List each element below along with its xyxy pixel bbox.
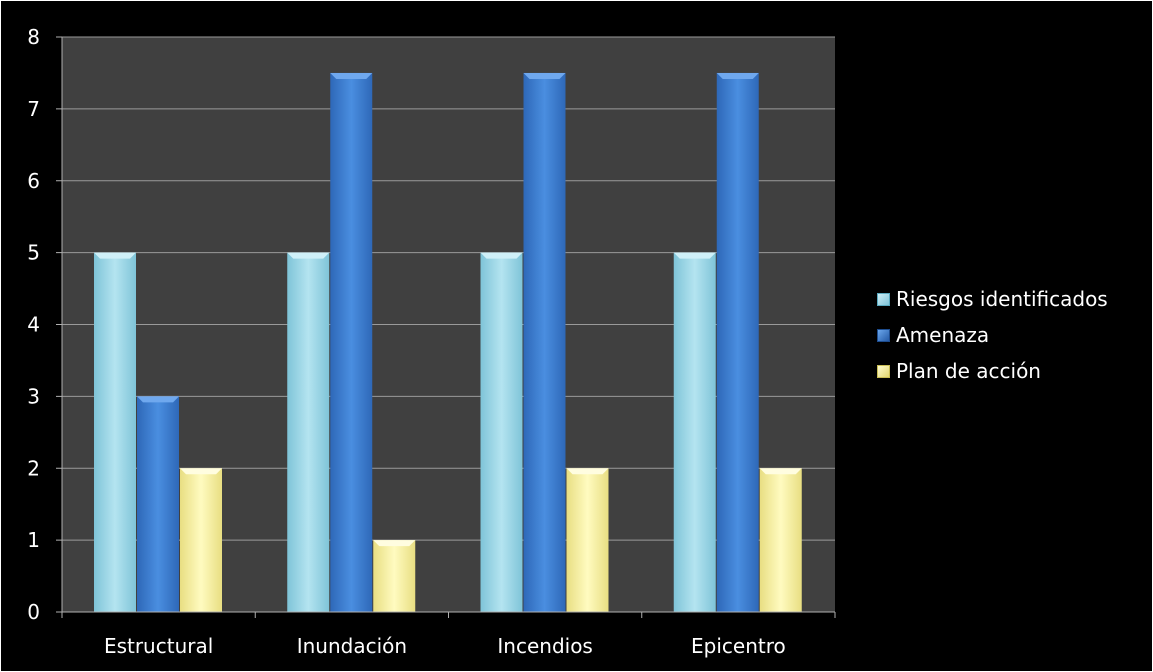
legend-label-plan: Plan de acción [896,359,1041,383]
bar-riesgos-0 [94,252,136,612]
bar-top-amenaza-2 [523,72,566,79]
y-tick-label: 0 [27,600,40,624]
bar-riesgos-2 [480,252,523,612]
bar-amenaza-1 [330,72,373,612]
legend-swatch-riesgos [877,292,890,306]
y-tick-label: 2 [27,456,40,480]
bar-plan-0 [180,468,222,612]
bar-top-riesgos-2 [480,252,523,259]
y-tick-label: 7 [27,97,40,121]
bar-top-riesgos-0 [94,252,136,259]
bar-top-amenaza-0 [137,396,179,403]
legend-item-riesgos: Riesgos identificados [877,281,1147,317]
bar-plan-3 [759,468,802,612]
legend-item-amenaza: Amenaza [877,317,1147,353]
y-tick-label: 4 [27,313,40,337]
bar-riesgos-1 [287,252,330,612]
axes [56,36,836,618]
legend: Riesgos identificados Amenaza Plan de ac… [877,281,1147,389]
legend-label-riesgos: Riesgos identificados [896,287,1108,311]
bar-amenaza-2 [523,72,566,612]
bar-amenaza-0 [137,396,179,612]
bar-top-riesgos-1 [287,252,330,259]
x-tick-label: Estructural [104,634,213,658]
bar-amenaza-3 [716,72,759,612]
legend-swatch-plan [877,364,890,378]
y-tick-label: 1 [27,528,40,552]
bar-top-amenaza-3 [716,72,759,79]
bar-top-amenaza-1 [330,72,373,79]
legend-swatch-amenaza [877,328,890,342]
y-tick-label: 6 [27,169,40,193]
bar-riesgos-3 [673,252,716,612]
legend-label-amenaza: Amenaza [896,323,990,347]
bar-plan-2 [566,468,609,612]
x-tick-label: Incendios [497,634,592,658]
bar-top-plan-3 [759,468,802,475]
y-tick-labels: 0 1 2 3 4 5 6 7 8 [27,25,40,624]
bar-plan-1 [373,540,416,612]
bar-top-riesgos-3 [673,252,716,259]
x-tick-label: Epicentro [691,634,786,658]
legend-item-plan: Plan de acción [877,353,1147,389]
y-tick-label: 8 [27,25,40,49]
bar-top-plan-2 [566,468,609,475]
x-tick-label: Inundación [297,634,407,658]
x-tick-labels: Estructural Inundación Incendios Epicentro [104,634,786,658]
bars [94,72,802,612]
bar-top-plan-0 [180,468,222,475]
y-tick-label: 3 [27,384,40,408]
bar-top-plan-1 [373,540,416,547]
y-tick-label: 5 [27,241,40,265]
